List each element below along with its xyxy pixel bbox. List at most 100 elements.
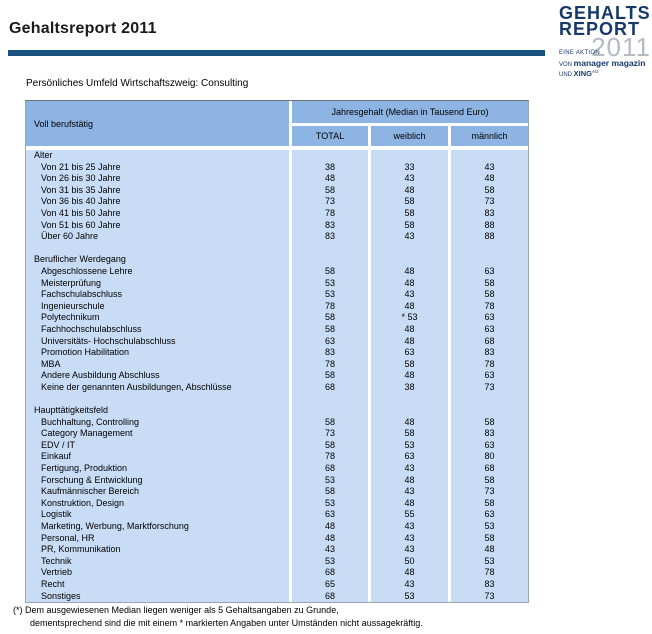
value-cell: 58 bbox=[292, 439, 368, 452]
value-cell: 43 bbox=[371, 173, 448, 185]
row-label-cell: EDV / IT bbox=[26, 439, 289, 452]
value-cell: 58 bbox=[451, 277, 528, 290]
xing-sup: AG bbox=[592, 69, 599, 74]
value-cell: 58 bbox=[371, 428, 448, 440]
value-cell: 43 bbox=[371, 521, 448, 533]
value-cell: 68 bbox=[292, 381, 368, 394]
value-cell: 58 bbox=[292, 323, 368, 336]
value-cell: 88 bbox=[451, 219, 528, 232]
value-cell: 58 bbox=[451, 416, 528, 429]
value-cell: 53 bbox=[292, 289, 368, 301]
empty-value-cell bbox=[371, 254, 448, 266]
value-cell: 53 bbox=[371, 590, 448, 603]
value-cell: 58 bbox=[451, 532, 528, 545]
value-cell: 58 bbox=[371, 196, 448, 208]
value-cell: 58 bbox=[371, 358, 448, 371]
empty-value-cell bbox=[292, 150, 368, 162]
xing-wordmark: XING bbox=[573, 69, 593, 78]
value-cell: 68 bbox=[292, 567, 368, 579]
value-cell: 53 bbox=[292, 555, 368, 568]
value-cell: 38 bbox=[371, 381, 448, 394]
row-label-cell: Von 21 bis 25 Jahre bbox=[26, 161, 289, 174]
empty-value-cell bbox=[451, 254, 528, 266]
value-cell: 48 bbox=[292, 173, 368, 185]
value-cell: 53 bbox=[292, 474, 368, 487]
row-label-cell: MBA bbox=[26, 358, 289, 371]
logo-year: 2011 bbox=[591, 32, 651, 62]
row-label-cell: Meisterprüfung bbox=[26, 277, 289, 290]
value-cell: 83 bbox=[451, 347, 528, 359]
value-cell: 48 bbox=[292, 532, 368, 545]
row-label-cell: Ingenieurschule bbox=[26, 300, 289, 313]
row-label-cell: Konstruktion, Design bbox=[26, 497, 289, 510]
value-cell: 58 bbox=[292, 416, 368, 429]
row-label-cell: Von 41 bis 50 Jahre bbox=[26, 207, 289, 220]
logo-tagline-und: UND XINGAG bbox=[559, 69, 599, 78]
row-label-cell: Polytechnikum bbox=[26, 312, 289, 324]
footnote: (*) Dem ausgewiesenen Median liegen weni… bbox=[13, 604, 423, 630]
value-cell: 48 bbox=[292, 521, 368, 533]
row-label-cell: Recht bbox=[26, 578, 289, 591]
value-cell: 83 bbox=[451, 428, 528, 440]
value-cell: 53 bbox=[451, 521, 528, 533]
value-cell: * 53 bbox=[371, 312, 448, 324]
brand-logo: GEHALTS REPORT 2011 EINE AKTION VON mana… bbox=[559, 4, 651, 81]
logo-tagline-eine-aktion: EINE AKTION bbox=[559, 50, 600, 56]
value-cell: 80 bbox=[451, 451, 528, 464]
section-title-cell: Beruflicher Werdegang bbox=[26, 254, 289, 266]
blank-spacer-cell bbox=[26, 242, 289, 255]
value-cell: 68 bbox=[292, 590, 368, 603]
value-cell: 48 bbox=[371, 567, 448, 579]
value-cell: 78 bbox=[451, 358, 528, 371]
empty-value-cell bbox=[292, 254, 368, 266]
column-header-maennlich: männlich bbox=[451, 126, 528, 146]
value-cell: 48 bbox=[371, 370, 448, 382]
title-underline-bar bbox=[8, 50, 545, 56]
row-label-cell: Von 31 bis 35 Jahre bbox=[26, 184, 289, 197]
value-cell: 58 bbox=[292, 265, 368, 278]
value-cell: 73 bbox=[451, 486, 528, 498]
salary-table: Voll berufstätig Jahresgehalt (Median in… bbox=[25, 100, 529, 604]
value-cell: 33 bbox=[371, 161, 448, 174]
row-label-cell: Fachschulabschluss bbox=[26, 289, 289, 301]
value-cell: 38 bbox=[292, 161, 368, 174]
empty-value-cell bbox=[292, 405, 368, 417]
table-header: Voll berufstätig Jahresgehalt (Median in… bbox=[26, 101, 528, 146]
manager-magazin-wordmark: manager magazin bbox=[573, 58, 646, 68]
logo-tagline-von-prefix: VON bbox=[559, 62, 574, 68]
value-cell: 58 bbox=[371, 207, 448, 220]
value-cell: 53 bbox=[451, 555, 528, 568]
value-cell: 63 bbox=[451, 312, 528, 324]
row-label-cell: Technik bbox=[26, 555, 289, 568]
value-cell: 78 bbox=[451, 300, 528, 313]
value-cell: 63 bbox=[371, 451, 448, 464]
row-label-cell: Forschung & Entwicklung bbox=[26, 474, 289, 487]
empty-value-cell bbox=[451, 405, 528, 417]
row-label-cell: Von 51 bis 60 Jahre bbox=[26, 219, 289, 232]
value-cell: 48 bbox=[371, 416, 448, 429]
value-cell: 43 bbox=[371, 578, 448, 591]
row-label-cell: Category Management bbox=[26, 428, 289, 440]
row-label-cell: Andere Ausbildung Abschluss bbox=[26, 370, 289, 382]
row-label-cell: Marketing, Werbung, Marktforschung bbox=[26, 521, 289, 533]
column-group-header: Jahresgehalt (Median in Tausend Euro) bbox=[292, 101, 528, 123]
empty-value-cell bbox=[371, 405, 448, 417]
value-cell: 68 bbox=[292, 463, 368, 475]
value-cell: 43 bbox=[371, 532, 448, 545]
row-label-cell: Personal, HR bbox=[26, 532, 289, 545]
value-cell: 83 bbox=[292, 231, 368, 243]
value-cell: 83 bbox=[451, 578, 528, 591]
value-cell: 78 bbox=[292, 451, 368, 464]
blank-spacer-cell bbox=[292, 242, 368, 255]
blank-spacer-cell bbox=[371, 242, 448, 255]
value-cell: 63 bbox=[451, 323, 528, 336]
logo-word-report: REPORT bbox=[559, 19, 641, 39]
value-cell: 73 bbox=[451, 196, 528, 208]
value-cell: 43 bbox=[371, 463, 448, 475]
row-label-cell: Universitäts- Hochschulabschluss bbox=[26, 335, 289, 348]
value-cell: 48 bbox=[371, 497, 448, 510]
row-label-cell: Fachhochschulabschluss bbox=[26, 323, 289, 336]
column-header-weiblich: weiblich bbox=[371, 126, 448, 146]
blank-spacer-cell bbox=[26, 393, 289, 406]
value-cell: 68 bbox=[451, 335, 528, 348]
